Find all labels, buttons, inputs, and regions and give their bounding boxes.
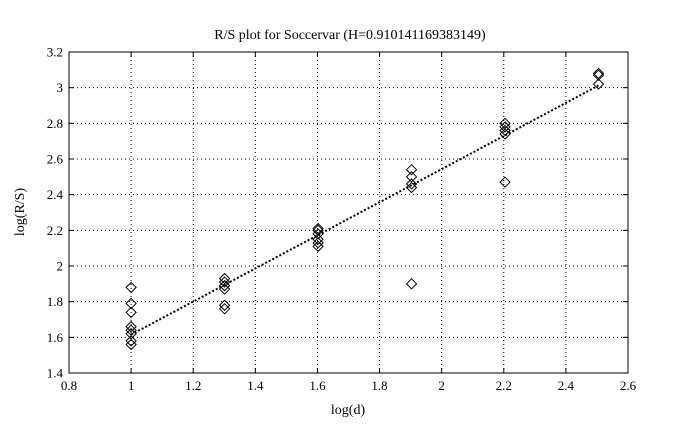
data-point-diamond — [405, 163, 418, 176]
data-point-diamond — [125, 281, 137, 294]
chart-title: R/S plot for Soccervar (H=0.910141169383… — [214, 28, 486, 43]
y-tick-label: 3 — [57, 80, 64, 95]
x-axis-ticks: 0.8 1 1.2 1.4 1.6 1.8 2 2.2 2.4 2.6 — [61, 52, 637, 393]
data-point-diamond — [499, 121, 511, 133]
x-tick-label: 2 — [438, 378, 445, 393]
x-tick-label: 2.2 — [496, 378, 512, 393]
data-point-diamond — [218, 279, 231, 292]
y-tick-label: 3.2 — [47, 45, 63, 60]
data-points — [125, 67, 605, 351]
x-tick-label: 2.6 — [620, 378, 637, 393]
data-point-diamond — [218, 299, 231, 311]
regression-fit-line — [130, 84, 599, 336]
data-point-diamond — [312, 228, 324, 240]
data-point-diamond — [592, 78, 605, 90]
data-point-diamond — [312, 237, 324, 249]
y-tick-label: 1.4 — [47, 366, 64, 381]
y-tick-label: 2.2 — [47, 223, 63, 238]
data-point-diamond — [125, 338, 137, 351]
data-point-diamond — [405, 181, 418, 194]
data-point-diamond — [312, 224, 324, 237]
data-point-diamond — [312, 233, 324, 245]
y-tick-label: 2 — [57, 259, 64, 274]
y-tick-label: 1.6 — [47, 330, 64, 345]
x-tick-label: 1.4 — [247, 378, 264, 393]
x-tick-label: 1.8 — [371, 378, 387, 393]
data-point-diamond — [499, 124, 511, 137]
data-point-diamond — [218, 276, 231, 288]
x-tick-label: 1.6 — [309, 378, 326, 393]
data-point-diamond — [499, 128, 511, 140]
y-tick-label: 2.4 — [47, 187, 64, 202]
data-point-diamond — [499, 176, 511, 188]
y-tick-label: 2.6 — [47, 152, 64, 167]
plot-area — [69, 52, 628, 373]
x-axis-label: log(d) — [331, 403, 366, 418]
x-tick-label: 1 — [128, 378, 135, 393]
data-point-diamond — [592, 69, 605, 81]
x-tick-label: 2.4 — [558, 378, 575, 393]
plot-frame — [68, 51, 629, 374]
x-tick-label: 1.2 — [185, 378, 201, 393]
y-tick-label: 2.8 — [47, 116, 63, 131]
data-point-diamond — [405, 178, 418, 190]
y-axis-label: log(R/S) — [13, 188, 28, 237]
data-point-diamond — [218, 283, 231, 295]
y-tick-label: 1.8 — [47, 294, 63, 309]
grid-lines — [69, 52, 628, 373]
data-point-diamond — [125, 306, 137, 319]
data-point-diamond — [218, 303, 231, 315]
data-point-diamond — [125, 320, 137, 333]
data-point-diamond — [125, 335, 137, 347]
x-tick-label: 0.8 — [61, 378, 77, 393]
data-point-diamond — [125, 297, 137, 310]
y-axis-ticks: 1.4 1.6 1.8 2 2.2 2.4 2.6 2.8 3 3.2 — [47, 45, 628, 381]
data-point-diamond — [312, 240, 324, 253]
data-point-diamond — [405, 278, 418, 290]
